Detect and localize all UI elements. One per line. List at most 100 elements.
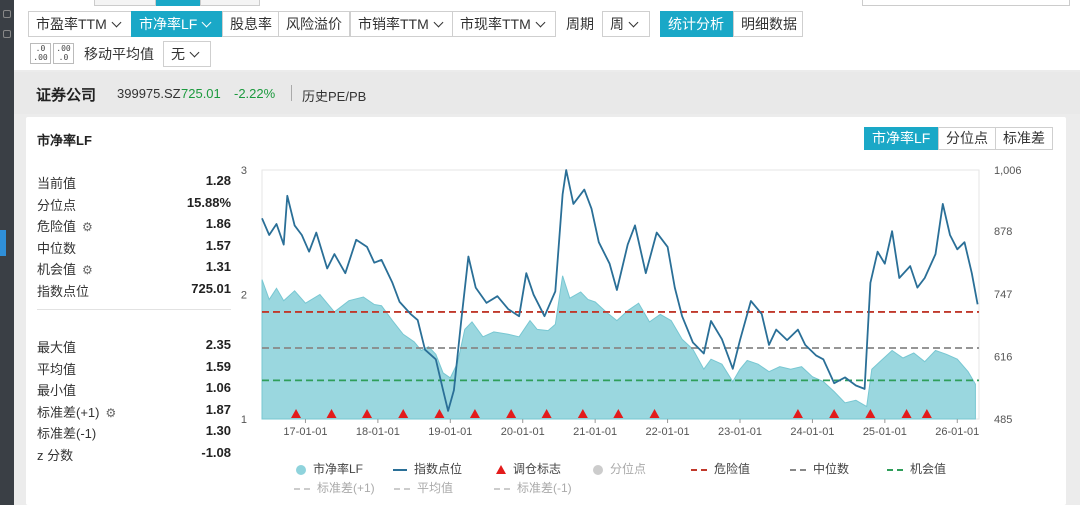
chevron-down-icon (628, 17, 639, 28)
index-price: 725.01 (181, 86, 221, 101)
stat-row: z 分数 -1.08 (37, 443, 231, 465)
legend-dot-icon (593, 464, 603, 475)
index-line-series (261, 169, 979, 412)
stat-row: 中位数 1.57 (37, 236, 231, 258)
stats-divider (37, 309, 231, 310)
settings-icon[interactable] (3, 10, 11, 18)
legend-dash-icon (691, 468, 707, 471)
rebalance-marker (792, 409, 803, 418)
legend-label: 市净率LF (313, 462, 364, 476)
stat-label-text: 分位点 (37, 197, 77, 213)
top-tab[interactable] (200, 0, 260, 6)
pb-chart: 1 2 3 485 616 747 878 1,006 17-01-01 18-01-01 19-0… (241, 165, 1022, 438)
legend-dot-icon (296, 464, 306, 475)
legend-item[interactable]: 平均值 (394, 479, 453, 496)
menu-icon[interactable] (3, 30, 11, 38)
moving-average-value: 无 (171, 46, 185, 62)
legend-item[interactable]: 机会值 (887, 460, 946, 477)
stat-row: 标准差(-1) 1.30 (37, 421, 231, 443)
sidebar-active-indicator (0, 230, 6, 256)
index-name: 证券公司 (36, 87, 97, 104)
stat-label-text: 标准差(+1) (37, 404, 100, 420)
index-code: 399975.SZ (117, 86, 181, 101)
stat-label-text: 最大值 (37, 340, 77, 355)
period-dropdown[interactable]: 周 (602, 11, 650, 37)
gear-icon[interactable]: ⚙ (82, 220, 93, 234)
rebalance-marker (434, 409, 445, 418)
stat-value: 15.88% (186, 194, 231, 210)
legend-triangle-icon (496, 465, 506, 475)
metric-pb-lf-dropdown[interactable]: 市净率LF (131, 11, 223, 37)
search-input[interactable] (862, 0, 1070, 6)
legend-item[interactable]: 标准差(+1) (294, 479, 375, 496)
legend-label: 调仓标志 (513, 462, 562, 476)
stat-label-text: 平均值 (37, 361, 77, 377)
gear-icon[interactable]: ⚙ (105, 405, 117, 420)
moving-average-label: 移动平均值 (84, 46, 154, 62)
rebalance-marker (921, 409, 932, 418)
legend-label: 标准差(+1) (317, 481, 375, 495)
metric-risk-premium-button[interactable]: 风险溢价 (278, 11, 350, 37)
legend-label: 中位数 (813, 462, 850, 476)
metric-ps-ttm-dropdown[interactable]: 市销率TTM (350, 11, 453, 37)
legend-item[interactable]: 分位点 (593, 460, 646, 477)
stat-value: 1.06 (205, 380, 231, 395)
detail-data-tab[interactable]: 明细数据 (733, 11, 803, 37)
stat-row: 机会值 ⚙ 1.31 (37, 257, 231, 279)
stat-value: -1.08 (201, 444, 231, 460)
legend-item[interactable]: 市净率LF (296, 460, 363, 477)
stat-row: 最小值 1.06 (37, 378, 231, 400)
stats-analysis-tab[interactable]: 统计分析 (660, 11, 734, 37)
legend-item[interactable]: 危险值 (691, 460, 750, 477)
history-mode[interactable]: 历史PE/PB (302, 89, 367, 104)
stat-label-text: 当前值 (37, 176, 77, 191)
moving-average-dropdown[interactable]: 无 (163, 41, 211, 67)
stat-value: 1.86 (205, 216, 231, 231)
legend-dash-icon (790, 468, 806, 471)
top-tab[interactable] (94, 0, 156, 6)
rebalance-marker (291, 409, 302, 418)
stat-label-wrap: 危险值 ⚙ (37, 216, 93, 235)
decimal-decrease-icon[interactable]: .00 .0 (53, 43, 74, 64)
metric-pe-ttm-dropdown[interactable]: 市盈率TTM (28, 11, 132, 37)
right-axis-tick-label: 485 (994, 414, 1012, 426)
chevron-down-icon (535, 17, 546, 28)
x-axis-tick-label: 21-01-01 (573, 426, 617, 438)
legend-item[interactable]: 标准差(-1) (494, 479, 572, 496)
decimal-increase-icon[interactable]: .0 .00 (30, 43, 51, 64)
toggle-percentile[interactable]: 分位点 (938, 127, 996, 150)
legend-item[interactable]: 指数点位 (393, 460, 462, 477)
stat-value: 1.59 (205, 358, 231, 374)
toggle-std-dev[interactable]: 标准差 (995, 127, 1053, 150)
stat-row: 当前值 1.28 (37, 171, 231, 193)
stat-row: 指数点位 725.01 (37, 279, 231, 301)
right-axis-tick-label: 616 (994, 351, 1012, 363)
legend-label: 危险值 (714, 462, 751, 476)
stat-label-text: 标准差(-1) (37, 426, 97, 441)
x-axis-tick-label: 20-01-01 (501, 426, 545, 438)
legend-item[interactable]: 中位数 (790, 460, 849, 477)
divider (291, 85, 292, 101)
right-axis-tick-label: 1,006 (994, 165, 1022, 177)
stat-label-wrap: 当前值 (37, 173, 76, 192)
period-value: 周 (610, 16, 624, 32)
stat-label-text: 危险值 (37, 219, 77, 234)
metric-label: 风险溢价 (286, 16, 342, 32)
left-axis-tick-label: 3 (241, 165, 247, 177)
x-axis-tick-label: 24-01-01 (790, 426, 834, 438)
stat-label-wrap: 标准差(+1) ⚙ (37, 402, 116, 421)
stat-label-wrap: 指数点位 (37, 281, 89, 300)
gear-icon[interactable]: ⚙ (82, 263, 93, 277)
metric-dividend-yield-button[interactable]: 股息率 (222, 11, 279, 37)
stat-value: 1.31 (205, 259, 231, 274)
metric-pcf-ttm-dropdown[interactable]: 市现率TTM (452, 11, 556, 37)
left-axis-tick-label: 1 (241, 414, 247, 426)
top-tab-active[interactable] (156, 0, 200, 6)
toggle-pb-lf[interactable]: 市净率LF (864, 127, 939, 150)
stat-value: 1.28 (205, 173, 231, 188)
legend-line-icon (393, 468, 407, 471)
toolbar: 市盈率TTM 市净率LF 股息率 风险溢价 市销率TTM 市现率TTM 周期 周… (14, 0, 1080, 70)
rebalance-marker (829, 409, 840, 418)
x-axis-tick-label: 23-01-01 (718, 426, 762, 438)
legend-item[interactable]: 调仓标志 (496, 460, 561, 477)
